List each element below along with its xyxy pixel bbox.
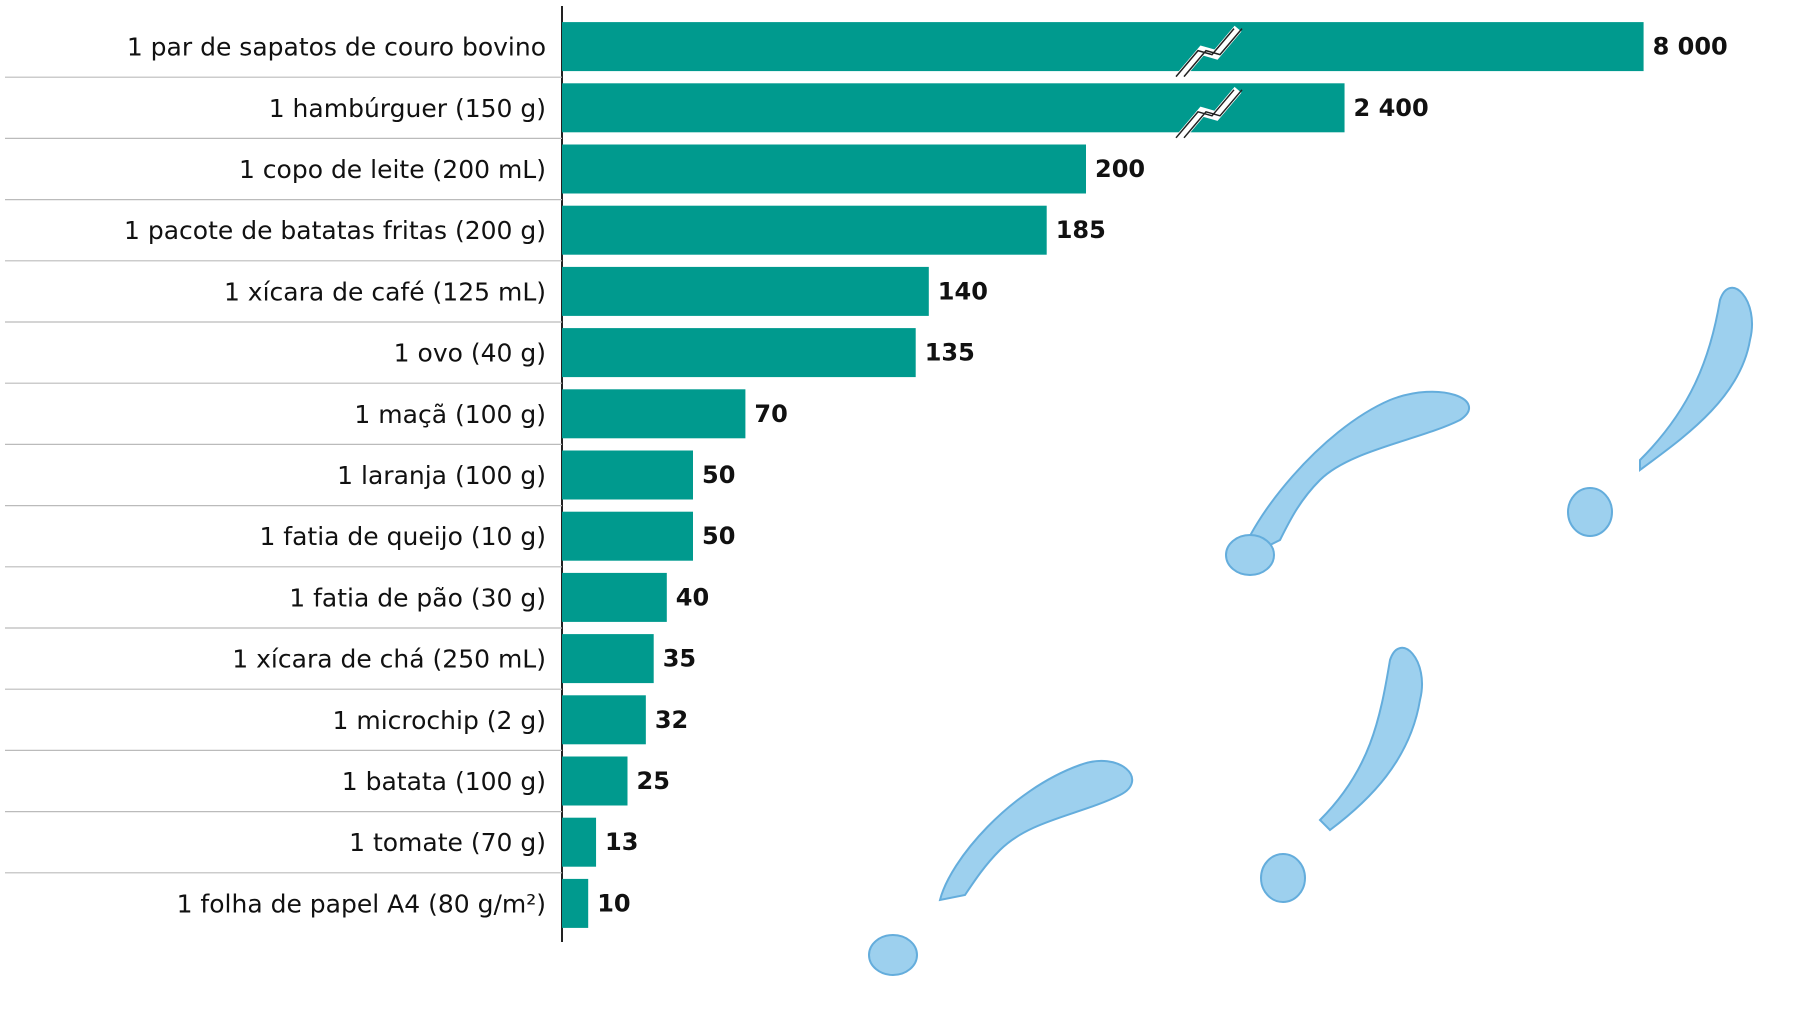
category-label: 1 par de sapatos de couro bovino [127, 33, 546, 62]
bar [562, 450, 693, 500]
bar [562, 83, 1345, 133]
category-label: 1 xícara de chá (250 mL) [232, 645, 546, 674]
value-label: 2 400 [1354, 94, 1429, 122]
value-label: 70 [754, 400, 787, 428]
value-label: 40 [676, 583, 709, 611]
axis-break [1175, 89, 1243, 139]
axis-break [1176, 86, 1242, 141]
axis-break [1176, 25, 1242, 80]
bar [562, 695, 646, 745]
bar [562, 511, 693, 561]
bar [562, 634, 654, 684]
category-label: 1 hambúrguer (150 g) [269, 94, 546, 123]
category-label: 1 fatia de queijo (10 g) [259, 522, 546, 551]
value-label: 10 [597, 889, 630, 917]
footprints [868, 286, 1753, 976]
bar [562, 22, 1644, 72]
bar [562, 266, 929, 316]
value-label: 32 [655, 706, 688, 734]
value-label: 8 000 [1653, 33, 1728, 61]
category-label: 1 copo de leite (200 mL) [239, 155, 546, 184]
bar [562, 817, 597, 867]
bar [562, 878, 589, 928]
value-label: 13 [605, 828, 638, 856]
bar [562, 389, 746, 439]
bar [562, 572, 667, 622]
value-label: 50 [702, 461, 735, 489]
bar [562, 328, 916, 378]
category-label: 1 xícara de café (125 mL) [224, 277, 546, 306]
category-label: 1 maçã (100 g) [354, 400, 546, 429]
category-label: 1 pacote de batatas fritas (200 g) [124, 216, 546, 245]
value-label: 185 [1056, 216, 1106, 244]
value-label: 35 [663, 645, 696, 673]
category-label: 1 laranja (100 g) [337, 461, 546, 490]
value-label: 200 [1095, 155, 1145, 183]
axis-break [1175, 28, 1243, 78]
category-label: 1 tomate (70 g) [349, 828, 546, 857]
category-label: 1 batata (100 g) [342, 767, 546, 796]
category-label: 1 microchip (2 g) [332, 706, 546, 735]
value-label: 140 [938, 277, 988, 305]
value-label: 50 [702, 522, 735, 550]
value-label: 25 [637, 767, 670, 795]
bar [562, 205, 1047, 255]
category-label: 1 ovo (40 g) [394, 339, 546, 368]
category-label: 1 folha de papel A4 (80 g/m²) [177, 889, 546, 918]
category-label: 1 fatia de pão (30 g) [289, 583, 546, 612]
bar [562, 144, 1086, 194]
value-label: 135 [925, 339, 975, 367]
bar [562, 756, 628, 806]
